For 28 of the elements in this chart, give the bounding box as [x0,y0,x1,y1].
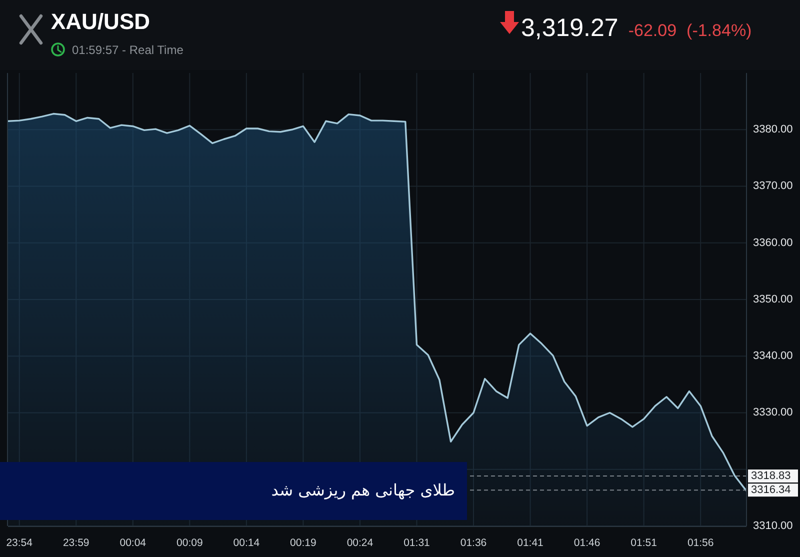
y-tick-label: 3310.00 [753,520,793,532]
ref-line-label: 3318.83 [751,470,791,482]
x-tick-label: 01:56 [687,536,714,549]
x-tick-label: 00:09 [176,536,203,549]
x-tick-label: 00:14 [233,536,260,549]
y-tick-label: 3370.00 [753,180,793,192]
x-tick-label: 23:54 [6,536,33,549]
ref-line-label: 3316.34 [751,484,791,496]
x-tick-label: 01:36 [460,536,487,549]
annotation: طلای جهانی هم ریزشی شد [271,480,455,500]
x-tick-label: 00:19 [290,536,316,549]
chart-subtitle: 01:59:57 - Real Time [72,43,184,57]
y-tick-label: 3360.00 [753,236,793,249]
y-tick-label: 3350.00 [753,293,793,306]
text: (-1.84%) [686,21,752,40]
y-tick-label: 3330.00 [753,406,793,419]
chart-title: XAU/USD [51,9,150,34]
y-tick-label: 3380.00 [753,124,793,136]
x-tick-label: 23:59 [62,536,90,549]
y-tick-label: 3340.00 [753,350,793,362]
x-tick-label: 01:51 [630,536,658,549]
x-tick-label: 01:46 [574,536,600,549]
x-tick-label: 00:24 [346,536,374,549]
x-tick-label: 01:41 [517,536,544,549]
text: -62.09 [628,21,677,40]
x-tick-label: 01:31 [404,536,430,549]
x-tick-label: 00:04 [120,536,146,549]
text: 3,319.27 [521,14,618,42]
